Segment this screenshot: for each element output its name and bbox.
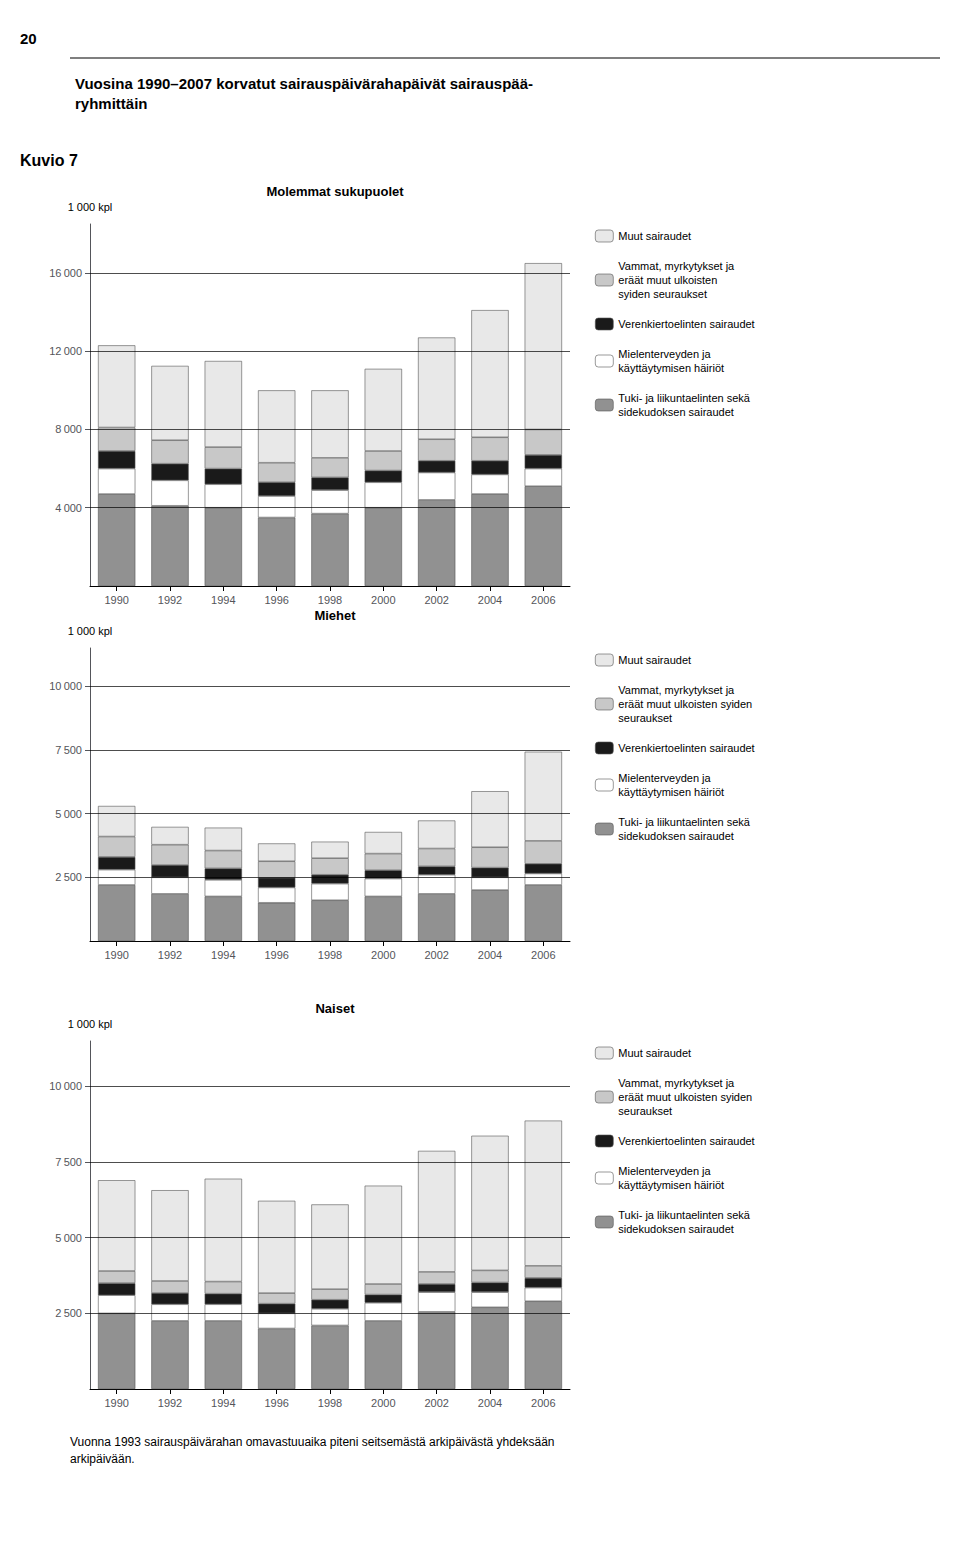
svg-text:käyttäytymisen häiriöt: käyttäytymisen häiriöt [618,1179,724,1191]
svg-text:1992: 1992 [158,594,182,606]
svg-text:2006: 2006 [531,594,555,606]
svg-text:käyttäytymisen häiriöt: käyttäytymisen häiriöt [618,786,724,798]
svg-text:4 000: 4 000 [55,502,82,514]
svg-text:arkipäivään.: arkipäivään. [70,1452,135,1466]
svg-text:1996: 1996 [264,1397,288,1409]
svg-text:2004: 2004 [478,1397,502,1409]
svg-text:Mielenterveyden ja: Mielenterveyden ja [618,772,711,784]
svg-text:seuraukset: seuraukset [618,1105,672,1117]
svg-text:5 000: 5 000 [55,1232,82,1244]
svg-text:2006: 2006 [531,1397,555,1409]
svg-text:2002: 2002 [424,1397,448,1409]
svg-text:eräät muut ulkoisten syiden: eräät muut ulkoisten syiden [618,698,752,710]
svg-text:2004: 2004 [478,594,502,606]
svg-text:Muut sairaudet: Muut sairaudet [618,230,691,242]
svg-text:Tuki- ja liikuntaelinten sekä: Tuki- ja liikuntaelinten sekä [618,1209,751,1221]
svg-text:2 500: 2 500 [55,871,82,883]
svg-text:2006: 2006 [531,949,555,961]
svg-text:Kuvio 7: Kuvio 7 [20,152,78,169]
svg-text:seuraukset: seuraukset [618,712,672,724]
svg-text:2002: 2002 [424,594,448,606]
svg-text:1992: 1992 [158,1397,182,1409]
svg-text:syiden seuraukset: syiden seuraukset [618,288,707,300]
svg-text:Verenkiertoelinten sairaudet: Verenkiertoelinten sairaudet [618,1135,754,1147]
svg-text:1 000 kpl: 1 000 kpl [68,201,113,213]
svg-text:1996: 1996 [264,594,288,606]
svg-text:Vammat, myrkytykset ja: Vammat, myrkytykset ja [618,260,735,272]
svg-text:1 000 kpl: 1 000 kpl [68,1018,113,1030]
svg-text:1998: 1998 [318,949,342,961]
svg-text:sidekudoksen sairaudet: sidekudoksen sairaudet [618,1223,734,1235]
svg-text:1994: 1994 [211,594,235,606]
svg-text:2 500: 2 500 [55,1307,82,1319]
svg-text:1996: 1996 [264,949,288,961]
svg-text:Molemmat sukupuolet: Molemmat sukupuolet [266,184,404,199]
svg-text:Tuki- ja liikuntaelinten sekä: Tuki- ja liikuntaelinten sekä [618,816,751,828]
svg-text:1990: 1990 [104,949,128,961]
svg-text:Vuonna 1993 sairauspäivärahan: Vuonna 1993 sairauspäivärahan omavastuua… [70,1435,555,1449]
svg-text:Vuosina 1990–2007 korvatut sai: Vuosina 1990–2007 korvatut sairauspäivär… [75,75,533,92]
svg-text:1990: 1990 [104,594,128,606]
svg-text:sidekudoksen sairaudet: sidekudoksen sairaudet [618,830,734,842]
svg-text:Tuki- ja liikuntaelinten sekä: Tuki- ja liikuntaelinten sekä [618,392,751,404]
svg-text:Vammat, myrkytykset ja: Vammat, myrkytykset ja [618,684,735,696]
svg-text:8 000: 8 000 [55,423,82,435]
svg-text:Mielenterveyden ja: Mielenterveyden ja [618,348,711,360]
svg-text:Muut sairaudet: Muut sairaudet [618,654,691,666]
svg-text:1 000 kpl: 1 000 kpl [68,625,113,637]
svg-text:2000: 2000 [371,949,395,961]
svg-text:1994: 1994 [211,1397,235,1409]
svg-text:1992: 1992 [158,949,182,961]
svg-text:ryhmittäin: ryhmittäin [75,95,148,112]
svg-text:Verenkiertoelinten sairaudet: Verenkiertoelinten sairaudet [618,742,754,754]
svg-text:20: 20 [20,30,37,47]
svg-text:7 500: 7 500 [55,1156,82,1168]
svg-text:10 000: 10 000 [49,1080,82,1092]
svg-text:12 000: 12 000 [49,345,82,357]
svg-text:5 000: 5 000 [55,808,82,820]
svg-text:10 000: 10 000 [49,680,82,692]
svg-text:1998: 1998 [318,594,342,606]
svg-text:1990: 1990 [104,1397,128,1409]
svg-text:eräät muut ulkoisten: eräät muut ulkoisten [618,274,717,286]
svg-text:2000: 2000 [371,1397,395,1409]
svg-text:7 500: 7 500 [55,744,82,756]
svg-text:2000: 2000 [371,594,395,606]
svg-text:Verenkiertoelinten sairaudet: Verenkiertoelinten sairaudet [618,318,754,330]
svg-text:sidekudoksen sairaudet: sidekudoksen sairaudet [618,406,734,418]
svg-text:2002: 2002 [424,949,448,961]
svg-text:Miehet: Miehet [314,608,356,623]
svg-text:Muut sairaudet: Muut sairaudet [618,1047,691,1059]
svg-text:käyttäytymisen häiriöt: käyttäytymisen häiriöt [618,362,724,374]
svg-text:16 000: 16 000 [49,267,82,279]
svg-text:1998: 1998 [318,1397,342,1409]
svg-text:Vammat, myrkytykset ja: Vammat, myrkytykset ja [618,1077,735,1089]
svg-text:eräät muut ulkoisten syiden: eräät muut ulkoisten syiden [618,1091,752,1103]
svg-text:1994: 1994 [211,949,235,961]
svg-text:Mielenterveyden ja: Mielenterveyden ja [618,1165,711,1177]
svg-text:Naiset: Naiset [315,1001,355,1016]
svg-text:2004: 2004 [478,949,502,961]
